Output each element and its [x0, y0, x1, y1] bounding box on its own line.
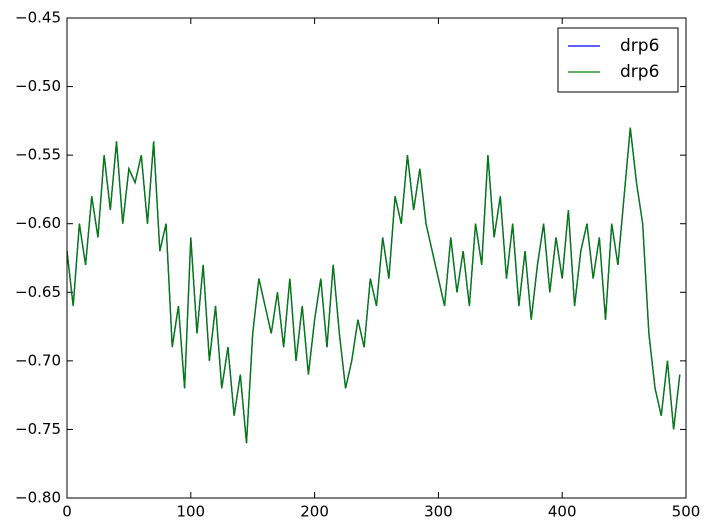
x-tick-label: 100: [176, 503, 205, 521]
y-tick-label: −0.60: [15, 214, 61, 232]
x-tick-label: 300: [424, 503, 453, 521]
plot-frame: [66, 17, 687, 499]
legend-label: drp6: [620, 36, 659, 56]
x-tick-label: 0: [62, 503, 72, 521]
y-tick-label: −0.80: [15, 489, 61, 507]
y-tick-label: −0.75: [15, 420, 61, 438]
y-tick-label: −0.45: [15, 9, 61, 27]
legend-label: drp6: [620, 62, 659, 82]
y-tick-label: −0.70: [15, 351, 61, 369]
x-tick-label: 200: [300, 503, 329, 521]
legend-box: [557, 27, 679, 93]
x-tick-label: 500: [672, 503, 701, 521]
y-tick-label: −0.65: [15, 283, 61, 301]
data-line: [66, 127, 681, 444]
y-tick-label: −0.50: [15, 77, 61, 95]
y-tick-label: −0.55: [15, 146, 61, 164]
data-line: [66, 127, 681, 444]
x-tick-label: 400: [548, 503, 577, 521]
